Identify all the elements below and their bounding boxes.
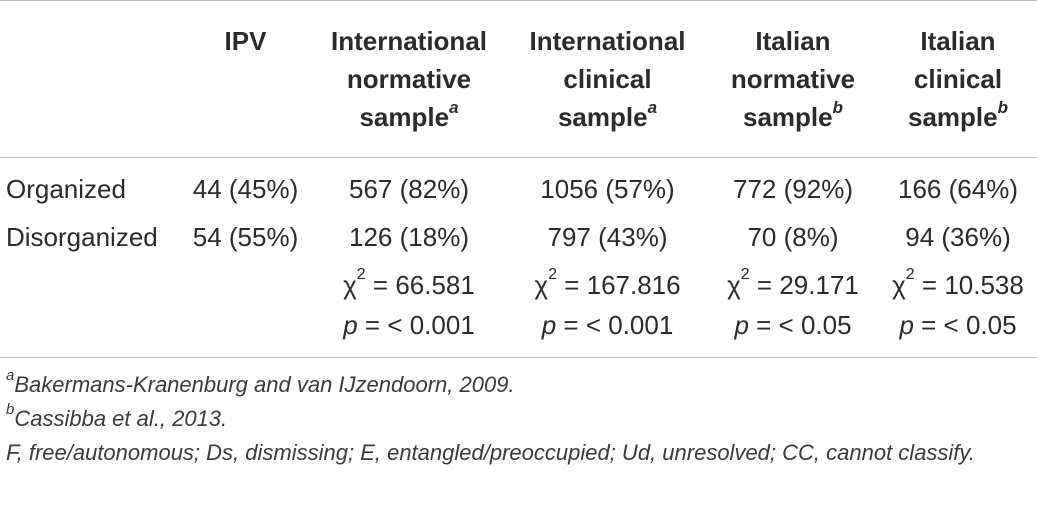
cell-italian-normative: 70 (8%) [747,222,839,252]
chi-square-italian-normative: χ2 = 29.171 [727,266,859,300]
cell-ipv: 44 (45%) [192,174,299,204]
p-value-international-normative: p = < 0.001 [343,310,475,340]
cell-italian-normative: 772 (92%) [733,174,853,204]
chi-square-international-clinical: χ2 = 167.816 [534,266,681,300]
cell-international-clinical: 797 (43%) [547,222,668,252]
footnote-b: bCassibba et al., 2013. [6,400,228,431]
header-italian-normative: Italian normative sampleb [730,26,856,132]
cell-italian-clinical: 166 (64%) [898,174,1018,204]
cell-international-normative: 126 (18%) [349,222,469,252]
footnote-a: aBakermans-Kranenburg and van IJzendoorn… [6,366,515,397]
row-label: Disorganized [6,222,158,252]
p-value-row: p = < 0.001 p = < 0.001 p = < 0.05 p = <… [0,310,1037,340]
row-label: Organized [6,174,126,204]
table-bottom-rule [0,357,1037,358]
header-international-clinical: International clinical samplea [529,26,686,132]
header-international-normative: International normative samplea [330,26,487,132]
chi-square-row: χ2 = 66.581 χ2 = 167.816 χ2 = 29.171 χ2 … [0,266,1037,300]
chi-square-italian-clinical: χ2 = 10.538 [892,266,1024,300]
cell-international-normative: 567 (82%) [349,174,469,204]
p-value-italian-normative: p = < 0.05 [734,310,852,340]
header-rule [0,157,1037,158]
table-footnotes: aBakermans-Kranenburg and van IJzendoorn… [6,368,1031,470]
table-row: Organized 44 (45%) 567 (82%) 1056 (57%) … [0,174,1037,204]
cell-international-clinical: 1056 (57%) [540,174,675,204]
p-value-italian-clinical: p = < 0.05 [899,310,1017,340]
p-value-international-clinical: p = < 0.001 [541,310,674,340]
header-italian-clinical: Italian clinical sampleb [908,26,1008,132]
cell-italian-clinical: 94 (36%) [905,222,1011,252]
cell-ipv: 54 (55%) [192,222,299,252]
table-row: Disorganized 54 (55%) 126 (18%) 797 (43%… [0,222,1037,252]
header-ipv: IPV [224,26,267,56]
chi-square-international-normative: χ2 = 66.581 [343,266,475,300]
footnote-abbreviations: F, free/autonomous; Ds, dismissing; E, e… [6,440,975,465]
table-top-rule [0,0,1037,1]
